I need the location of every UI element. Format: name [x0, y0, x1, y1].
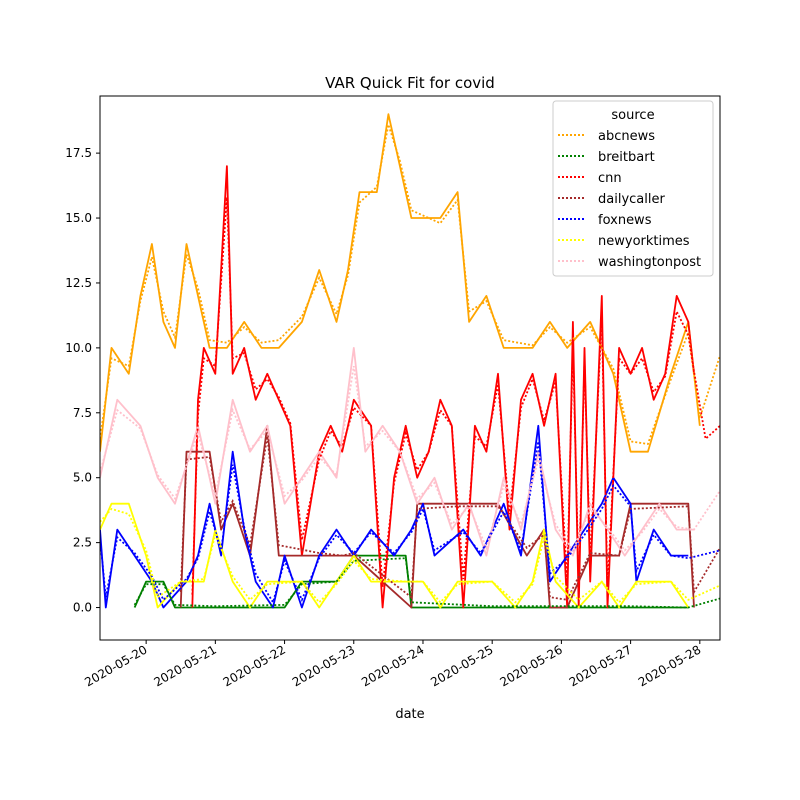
- chart-title: VAR Quick Fit for covid: [325, 74, 495, 92]
- series-line-abcnews-fitted: [100, 124, 720, 446]
- y-tick-label: 12.5: [65, 276, 92, 290]
- y-tick-label: 17.5: [65, 146, 92, 160]
- y-tick-label: 7.5: [73, 406, 92, 420]
- legend-box: [552, 100, 714, 277]
- series-line-dailycaller-actual: [179, 424, 695, 609]
- legend-label-breitbart: breitbart: [598, 150, 655, 165]
- plot-area: [100, 113, 720, 609]
- series-line-abcnews-actual: [100, 113, 701, 453]
- legend: source abcnews breitbart cnn dailycaller foxn…: [552, 100, 714, 277]
- y-tick-label: 0.0: [73, 601, 92, 615]
- series-line-newyorktimes-fitted: [100, 507, 720, 604]
- legend-label-dailycaller: dailycaller: [598, 192, 665, 207]
- legend-title: source: [611, 108, 654, 123]
- y-axis: 0.0 2.5 5.0 7.5 10.0 12.5 15.0 17.5: [65, 146, 100, 615]
- series-line-foxnews-fitted: [100, 441, 720, 605]
- legend-label-cnn: cnn: [598, 171, 622, 186]
- y-tick-label: 10.0: [65, 341, 92, 355]
- legend-label-newyorktimes: newyorktimes: [598, 234, 690, 249]
- y-tick-label: 15.0: [65, 211, 92, 225]
- y-tick-label: 2.5: [73, 536, 92, 550]
- legend-label-foxnews: foxnews: [598, 213, 652, 228]
- series-line-dailycaller-fitted: [179, 436, 720, 601]
- plot-frame: [99, 95, 721, 641]
- series-line-newyorktimes-actual: [100, 502, 690, 609]
- y-tick-label: 5.0: [73, 471, 92, 485]
- legend-label-abcnews: abcnews: [598, 129, 655, 144]
- series-line-washingtonpost-fitted: [100, 365, 720, 553]
- legend-label-washingtonpost: washingtonpost: [598, 255, 701, 270]
- x-axis-title: date: [395, 707, 424, 722]
